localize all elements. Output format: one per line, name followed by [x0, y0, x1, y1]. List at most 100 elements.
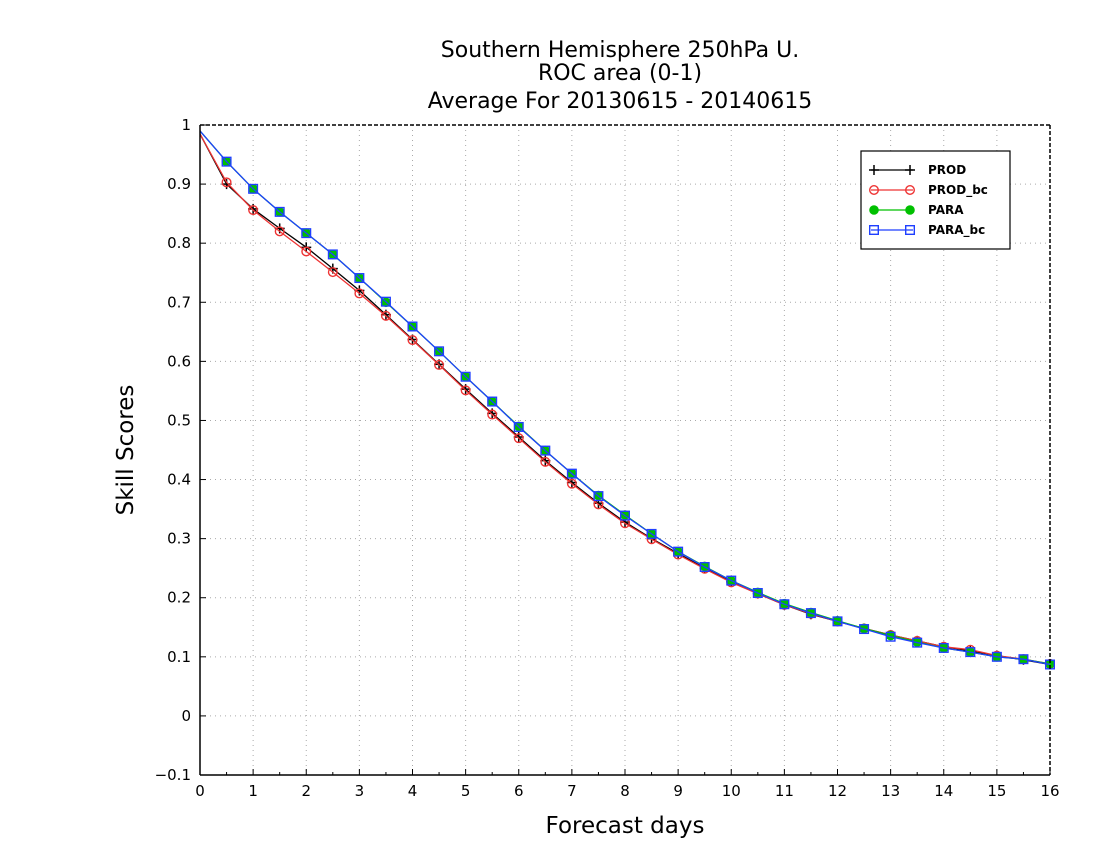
- chart-title-line-2: ROC area (0-1): [538, 61, 702, 86]
- data-point: [221, 156, 232, 167]
- y-axis-title: Skill Scores: [113, 385, 139, 516]
- data-point: [301, 246, 312, 257]
- data-point: [699, 562, 710, 573]
- x-tick-label: 13: [881, 782, 900, 800]
- series-layer: [199, 130, 1055, 670]
- data-point: [380, 296, 391, 307]
- y-tick-label: 0.3: [167, 530, 191, 548]
- legend-label: PARA_bc: [928, 223, 985, 238]
- data-point: [885, 631, 896, 642]
- data-point: [354, 273, 365, 284]
- y-tick-label: 0.9: [167, 175, 191, 193]
- legend-marker: [905, 165, 915, 175]
- data-point: [434, 346, 445, 357]
- legend-marker: [869, 205, 879, 215]
- x-tick-label: 4: [408, 782, 418, 800]
- data-point: [513, 421, 524, 432]
- data-point: [673, 546, 684, 557]
- y-tick-label: 0.8: [167, 234, 191, 252]
- y-tick-label: 1: [181, 116, 191, 134]
- x-tick-label: 0: [195, 782, 205, 800]
- legend-box: [860, 150, 1011, 250]
- x-axis-title: Forecast days: [546, 813, 705, 839]
- x-tick-label: 3: [355, 782, 365, 800]
- x-tick-label: 5: [461, 782, 471, 800]
- legend-item: PROD: [869, 163, 966, 177]
- data-point: [752, 588, 763, 599]
- legend-marker: [869, 165, 879, 175]
- y-tick-label: 0.6: [167, 352, 191, 370]
- data-point: [301, 228, 312, 239]
- data-point: [646, 528, 657, 539]
- x-tick-label: 6: [514, 782, 524, 800]
- data-point: [540, 445, 551, 456]
- data-point: [566, 468, 577, 479]
- x-tick-label: 7: [567, 782, 577, 800]
- grid: [200, 125, 1050, 775]
- x-tick-label: 11: [775, 782, 794, 800]
- chart-title-line-1: Southern Hemisphere 250hPa U.: [441, 38, 799, 63]
- x-tick-label: 15: [987, 782, 1006, 800]
- x-tick-label: 12: [828, 782, 847, 800]
- x-tick-label: 8: [620, 782, 630, 800]
- data-point: [540, 456, 551, 467]
- legend-item: PARA: [869, 203, 964, 217]
- data-point: [938, 642, 949, 653]
- data-point: [1018, 654, 1029, 665]
- series-line: [199, 130, 1051, 666]
- data-point: [407, 321, 418, 332]
- data-point: [487, 396, 498, 407]
- data-point: [327, 267, 338, 278]
- legend: PROD PROD_bc PARA PARA_bc: [860, 150, 1011, 250]
- data-point: [991, 651, 1002, 662]
- legend-item: PARA_bc: [869, 223, 985, 238]
- data-point: [593, 491, 604, 502]
- legend-label: PROD_bc: [928, 183, 988, 198]
- legend-label: PARA: [928, 203, 964, 217]
- x-tick-label: 16: [1040, 782, 1059, 800]
- legend-marker: [905, 224, 916, 235]
- y-tick-label: 0.2: [167, 589, 191, 607]
- series-para-bc: [199, 130, 1055, 670]
- data-point: [487, 409, 498, 420]
- x-tick-label: 14: [934, 782, 953, 800]
- series-line: [199, 133, 1051, 665]
- data-point: [965, 647, 976, 658]
- data-point: [434, 359, 445, 370]
- data-point: [912, 637, 923, 648]
- data-point: [566, 478, 577, 489]
- data-point: [620, 510, 631, 521]
- data-point: [513, 433, 524, 444]
- y-tick-label: 0.5: [167, 411, 191, 429]
- data-point: [354, 288, 365, 299]
- y-tick-label: 0.7: [167, 293, 191, 311]
- data-point: [805, 608, 816, 619]
- x-tick-label: 2: [301, 782, 311, 800]
- y-tick-label: −0.1: [155, 766, 191, 784]
- legend-marker: [905, 184, 916, 195]
- data-point: [407, 335, 418, 346]
- chart-title-line-3: Average For 20130615 - 20140615: [428, 89, 813, 114]
- data-point: [779, 599, 790, 610]
- data-point: [274, 226, 285, 237]
- data-point: [859, 624, 870, 635]
- x-tick-label: 1: [248, 782, 258, 800]
- legend-label: PROD: [928, 163, 966, 177]
- legend-marker: [905, 205, 915, 215]
- x-tick-label: 10: [722, 782, 741, 800]
- data-point: [832, 616, 843, 627]
- y-tick-label: 0.4: [167, 471, 191, 489]
- data-point: [460, 385, 471, 396]
- data-point: [726, 575, 737, 586]
- data-point: [221, 177, 232, 188]
- y-tick-label: 0.1: [167, 648, 191, 666]
- legend-marker: [869, 224, 880, 235]
- axes: 0 1 2 3 4 5 6 7 8 9 10 11 12 13 14 15 16−0.100.10.20.30.…: [155, 116, 1060, 800]
- data-point: [460, 371, 471, 382]
- data-point: [327, 249, 338, 260]
- data-point: [248, 205, 259, 216]
- data-point: [380, 310, 391, 321]
- legend-item: PROD_bc: [869, 183, 988, 198]
